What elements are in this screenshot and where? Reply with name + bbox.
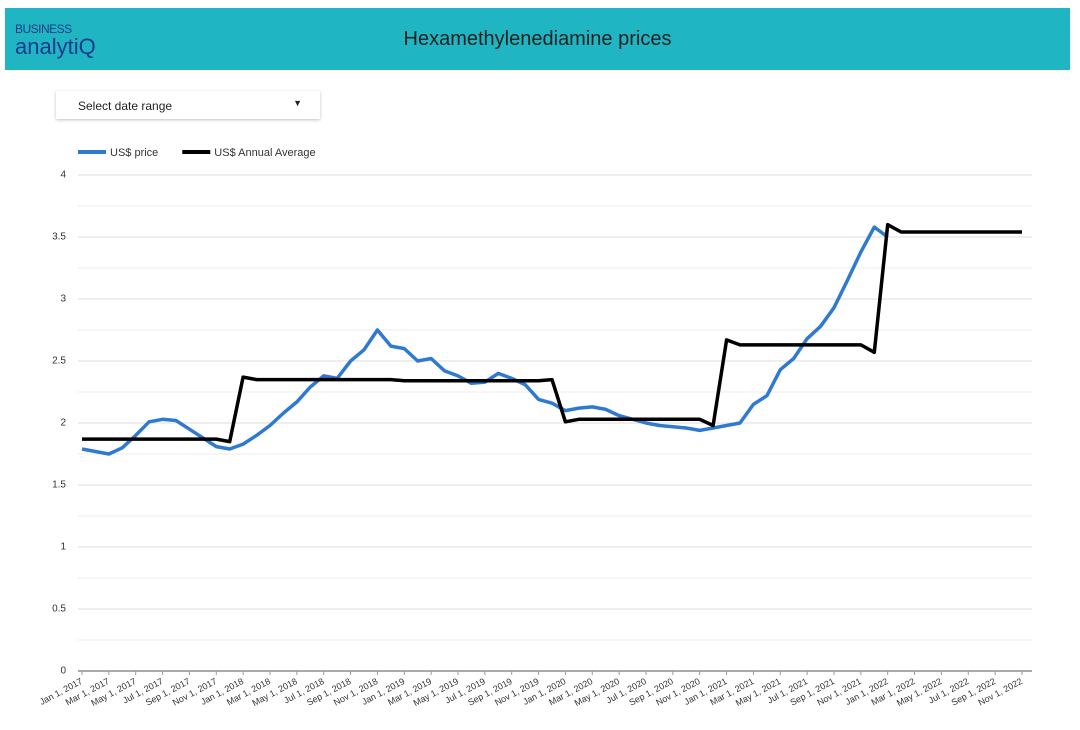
y-tick-label: 3 xyxy=(60,294,66,305)
logo-bottom: analytiQ xyxy=(15,34,96,59)
header: BUSINESS analytiQ Hexamethylenediamine p… xyxy=(5,8,1070,70)
y-tick-label: 1 xyxy=(60,542,66,553)
y-tick-label: 3.5 xyxy=(52,232,66,243)
y-tick-label: 4 xyxy=(60,170,66,181)
chart-title: Hexamethylenediamine prices xyxy=(403,28,672,50)
dropdown-label: Select date range xyxy=(78,99,173,113)
date-range-dropdown[interactable]: Select date range ▼ xyxy=(56,91,320,119)
y-tick-label: 2 xyxy=(60,418,66,429)
series-line xyxy=(82,222,1022,444)
y-tick-label: 0 xyxy=(60,666,66,677)
series-line xyxy=(81,225,889,456)
dropdown-arrow: ▼ xyxy=(293,98,302,108)
y-tick-label: 0.5 xyxy=(52,604,66,615)
legend-label: US$ price xyxy=(110,147,158,159)
legend-label: US$ Annual Average xyxy=(214,147,315,159)
y-tick-label: 2.5 xyxy=(52,356,66,367)
logo-top: BUSINESS xyxy=(15,22,72,36)
y-tick-label: 1.5 xyxy=(52,480,66,491)
